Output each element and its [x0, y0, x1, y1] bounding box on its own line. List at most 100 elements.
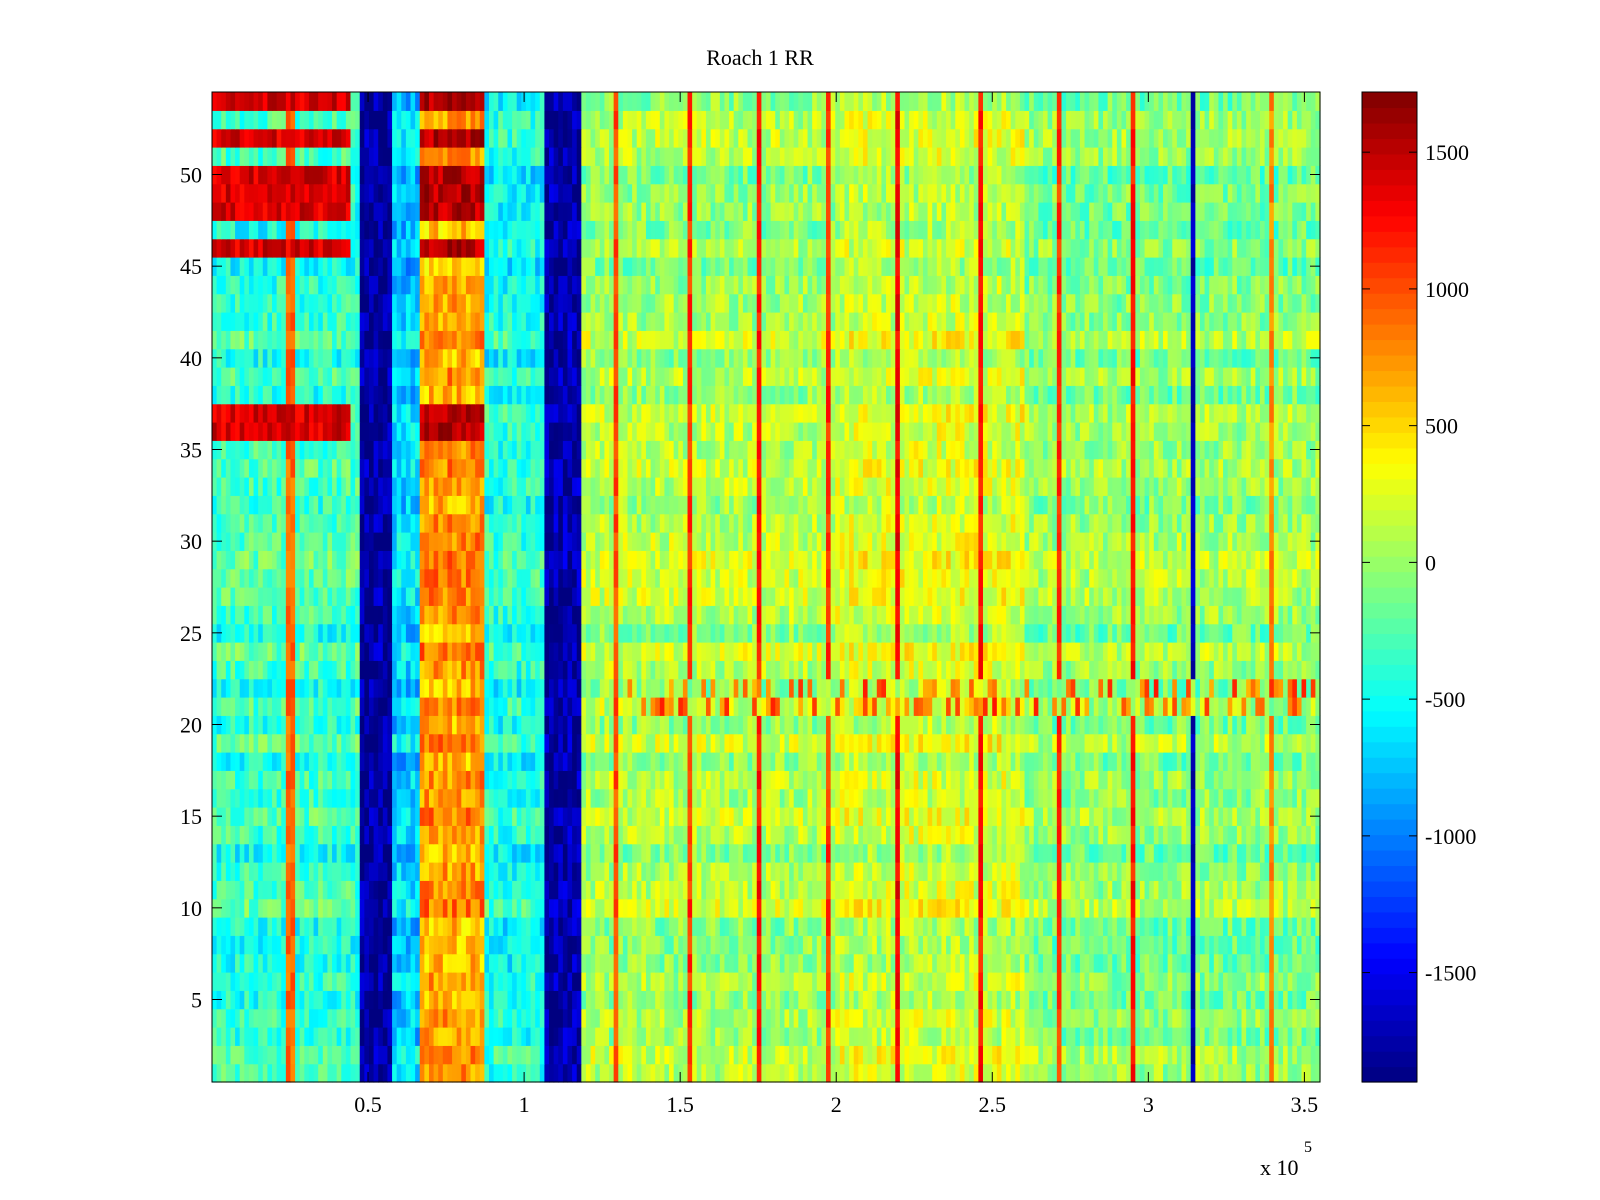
heatmap-cell	[374, 880, 379, 899]
heatmap-cell	[1288, 734, 1293, 753]
heatmap-cell	[937, 844, 942, 863]
heatmap-cell	[992, 770, 997, 789]
heatmap-cell	[891, 917, 896, 936]
heatmap-cell	[1172, 1009, 1177, 1028]
heatmap-cell	[318, 697, 323, 716]
heatmap-cell	[1302, 862, 1307, 881]
heatmap-cell	[364, 1027, 369, 1046]
heatmap-cell	[1011, 734, 1016, 753]
heatmap-cell	[420, 807, 425, 826]
heatmap-cell	[831, 880, 836, 899]
heatmap-cell	[766, 734, 771, 753]
heatmap-cell	[840, 844, 845, 863]
heatmap-cell	[452, 1009, 457, 1028]
heatmap-cell	[1085, 1027, 1090, 1046]
heatmap-cell	[831, 1045, 836, 1064]
heatmap-cell	[489, 789, 494, 808]
heatmap-cell	[600, 734, 605, 753]
heatmap-cell	[978, 1064, 983, 1083]
heatmap-cell	[1006, 972, 1011, 991]
heatmap-cell	[401, 844, 406, 863]
heatmap-cell	[1029, 715, 1034, 734]
heatmap-cell	[664, 697, 669, 716]
heatmap-cell	[443, 917, 448, 936]
heatmap-cell	[1154, 954, 1159, 973]
heatmap-cell	[688, 1027, 693, 1046]
heatmap-cell	[863, 1027, 868, 1046]
heatmap-cell	[1302, 1045, 1307, 1064]
heatmap-cell	[595, 789, 600, 808]
heatmap-cell	[531, 972, 536, 991]
heatmap-cell	[314, 770, 319, 789]
heatmap-cell	[1149, 844, 1154, 863]
heatmap-cell	[1001, 789, 1006, 808]
heatmap-cell	[300, 844, 305, 863]
heatmap-cell	[711, 1064, 716, 1083]
heatmap-cell	[655, 990, 660, 1009]
heatmap-cell	[646, 899, 651, 918]
heatmap-cell	[715, 715, 720, 734]
heatmap-cell	[863, 789, 868, 808]
heatmap-cell	[300, 1027, 305, 1046]
heatmap-cell	[678, 880, 683, 899]
heatmap-cell	[1117, 954, 1122, 973]
heatmap-cell	[364, 1064, 369, 1083]
heatmap-cell	[974, 697, 979, 716]
heatmap-cell	[863, 880, 868, 899]
heatmap-cell	[424, 899, 429, 918]
heatmap-cell	[614, 917, 619, 936]
heatmap-cell	[609, 917, 614, 936]
heatmap-cell	[374, 807, 379, 826]
heatmap-cell	[591, 789, 596, 808]
heatmap-cell	[1214, 990, 1219, 1009]
heatmap-cell	[951, 990, 956, 1009]
heatmap-cell	[771, 1009, 776, 1028]
heatmap-cell	[1168, 862, 1173, 881]
heatmap-cell	[1131, 954, 1136, 973]
heatmap-cell	[978, 697, 983, 716]
heatmap-cell	[1001, 917, 1006, 936]
heatmap-cell	[1306, 954, 1311, 973]
heatmap-cell	[1043, 880, 1048, 899]
heatmap-cell	[909, 935, 914, 954]
heatmap-cell	[544, 697, 549, 716]
heatmap-cell	[471, 1009, 476, 1028]
heatmap-cell	[1283, 825, 1288, 844]
heatmap-cell	[475, 1009, 480, 1028]
heatmap-cell	[1292, 1009, 1297, 1028]
heatmap-cell	[1089, 807, 1094, 826]
heatmap-cell	[1195, 770, 1200, 789]
heatmap-cell	[1020, 715, 1025, 734]
heatmap-cell	[1283, 715, 1288, 734]
heatmap-cell	[411, 1009, 416, 1028]
heatmap-cell	[392, 880, 397, 899]
heatmap-cell	[748, 954, 753, 973]
heatmap-cell	[651, 1064, 656, 1083]
heatmap-cell	[1297, 972, 1302, 991]
heatmap-cell	[808, 752, 813, 771]
heatmap-cell	[581, 972, 586, 991]
heatmap-cell	[683, 1045, 688, 1064]
heatmap-cell	[1020, 862, 1025, 881]
heatmap-cell	[1038, 899, 1043, 918]
heatmap-cell	[798, 935, 803, 954]
heatmap-cell	[724, 844, 729, 863]
heatmap-cell	[738, 825, 743, 844]
heatmap-cell	[249, 1009, 254, 1028]
heatmap-cell	[1200, 1045, 1205, 1064]
heatmap-cell	[254, 862, 259, 881]
heatmap-cell	[794, 972, 799, 991]
heatmap-cell	[734, 734, 739, 753]
heatmap-cell	[1158, 990, 1163, 1009]
heatmap-cell	[701, 697, 706, 716]
heatmap-cell	[752, 935, 757, 954]
heatmap-cell	[526, 880, 531, 899]
heatmap-cell	[1094, 899, 1099, 918]
heatmap-cell	[337, 807, 342, 826]
heatmap-cell	[891, 734, 896, 753]
heatmap-cell	[272, 972, 277, 991]
heatmap-cell	[1020, 1064, 1025, 1083]
heatmap-cell	[877, 844, 882, 863]
heatmap-cell	[641, 734, 646, 753]
heatmap-cell	[535, 807, 540, 826]
